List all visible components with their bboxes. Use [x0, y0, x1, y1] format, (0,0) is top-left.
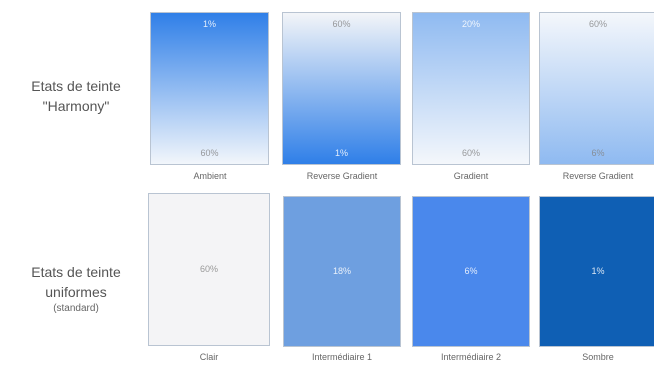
swatch-bottom-value: 60%: [200, 148, 219, 158]
swatch-bottom-value: 1%: [334, 148, 348, 158]
harmony-row-label: Etats de teinte "Harmony": [2, 76, 150, 116]
uniform-row-label-line2: uniformes: [45, 284, 107, 300]
swatch-top-value: 60%: [332, 19, 351, 29]
harmony-caption: Reverse Gradient: [562, 171, 634, 181]
uniform-caption: Intermédiaire 1: [311, 352, 373, 362]
uniform-swatch: 6%: [412, 196, 530, 347]
swatch-value: 18%: [332, 265, 351, 276]
swatch-top-value: 1%: [202, 19, 216, 29]
uniform-swatch: 1%: [539, 196, 654, 347]
harmony-caption: Reverse Gradient: [306, 171, 378, 181]
swatch-value: 60%: [199, 263, 218, 274]
swatch-bottom-value: 60%: [461, 148, 480, 158]
uniform-swatch: 60%: [148, 193, 270, 346]
swatch-value: 1%: [591, 265, 605, 276]
uniform-swatch: 18%: [283, 196, 401, 347]
harmony-swatch: 1% 60%: [150, 12, 269, 165]
harmony-caption: Gradient: [453, 171, 489, 181]
swatch-top-value: 20%: [461, 19, 480, 29]
uniform-row-label-line1: Etats de teinte: [31, 264, 121, 280]
harmony-row-label-line2: "Harmony": [42, 98, 110, 114]
harmony-swatch: 20% 60%: [412, 12, 530, 165]
harmony-swatch: 60% 6%: [539, 12, 654, 165]
swatch-value: 6%: [464, 265, 478, 276]
harmony-caption: Ambient: [193, 171, 227, 181]
uniform-row-label-line3: (standard): [53, 303, 99, 314]
harmony-swatch: 60% 1%: [282, 12, 401, 165]
uniform-caption: Intermédiaire 2: [440, 352, 502, 362]
harmony-row-label-line1: Etats de teinte: [31, 78, 121, 94]
uniform-row-label: Etats de teinte uniformes (standard): [2, 262, 150, 316]
swatch-top-value: 60%: [588, 19, 607, 29]
swatch-bottom-value: 6%: [591, 148, 605, 158]
uniform-caption: Sombre: [582, 352, 614, 362]
uniform-caption: Clair: [199, 352, 219, 362]
